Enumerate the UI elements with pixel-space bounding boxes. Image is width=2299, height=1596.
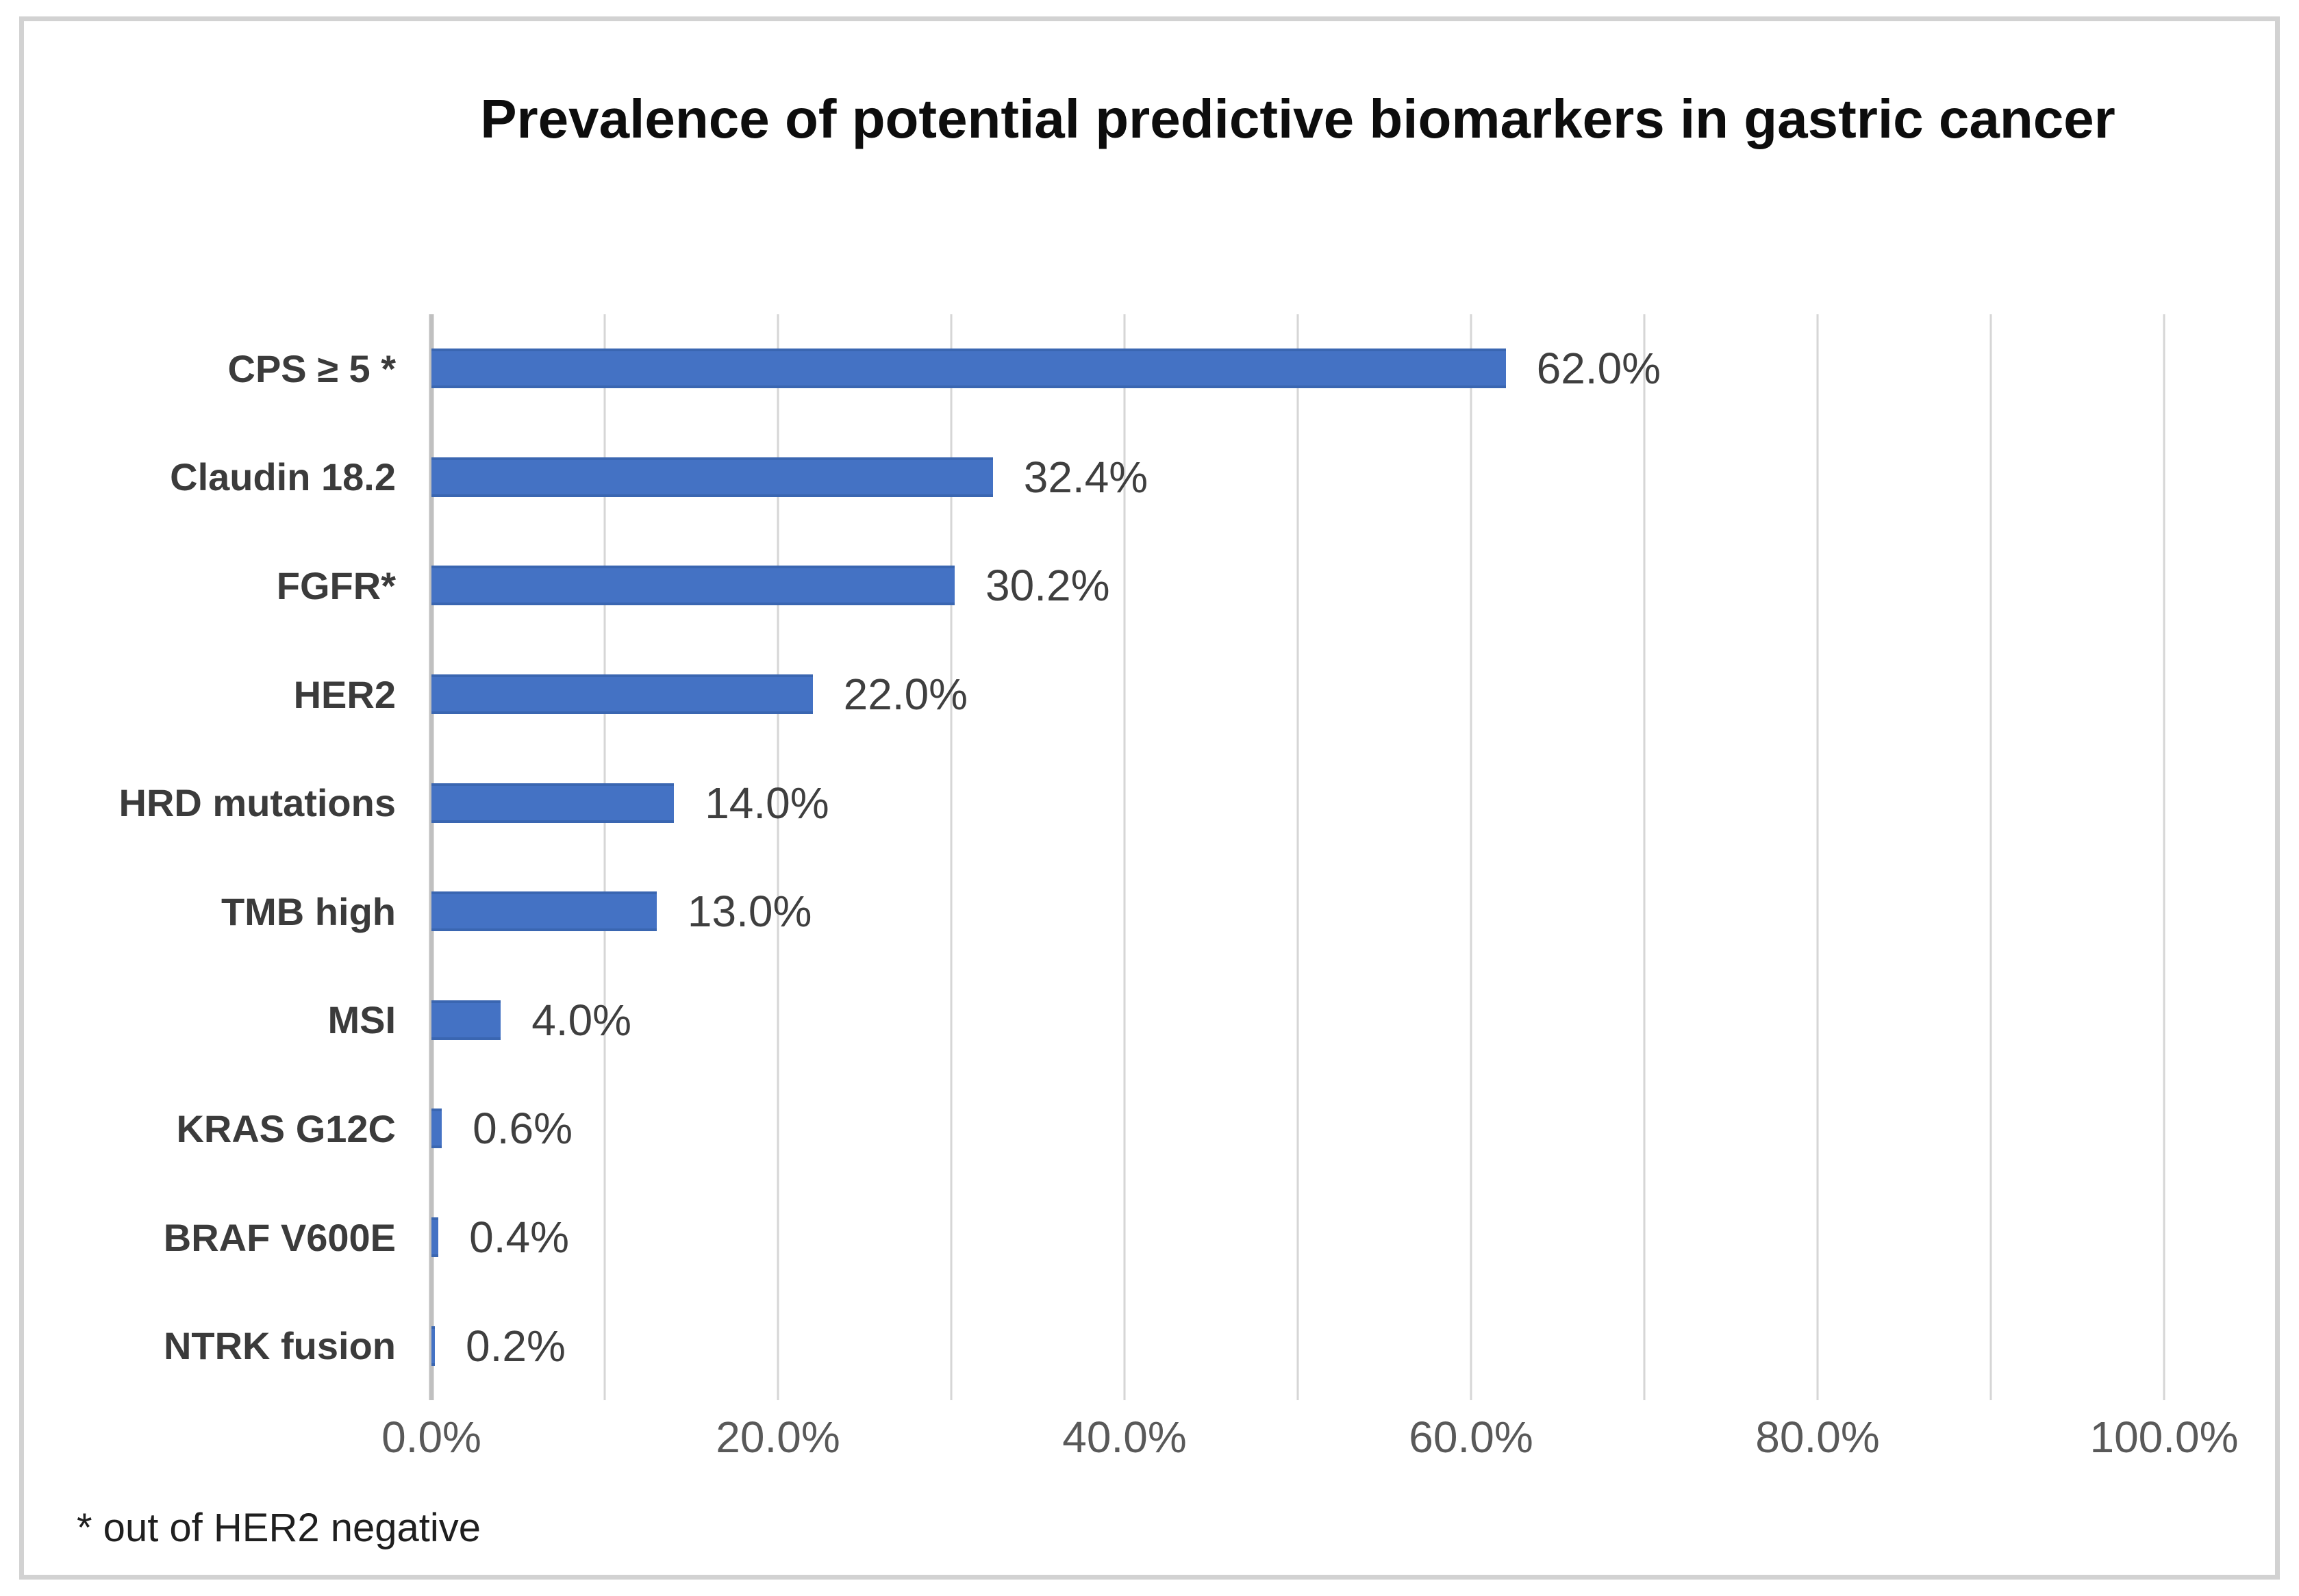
value-label: 30.2% <box>985 561 1110 611</box>
gridline-60pct <box>1470 314 1472 1400</box>
bar <box>431 1109 442 1149</box>
bar-row-braf: BRAF V600E 0.4% <box>0 1183 2299 1292</box>
bar-row-claudin: Claudin 18.2 32.4% <box>0 423 2299 532</box>
bar-row-msi: MSI 4.0% <box>0 966 2299 1075</box>
category-label: NTRK fusion <box>163 1324 396 1368</box>
bar-track: 4.0% <box>431 995 2164 1046</box>
category-label: HER2 <box>293 672 396 716</box>
gridline-layer <box>429 314 2165 1400</box>
category-label: Claudin 18.2 <box>170 455 396 499</box>
category-label: FGFR* <box>276 563 396 607</box>
bar <box>431 891 657 932</box>
value-label: 0.6% <box>473 1104 573 1154</box>
bar <box>431 457 993 497</box>
bar <box>431 1000 501 1040</box>
category-label: MSI <box>327 998 396 1042</box>
gridline-100pct <box>2163 314 2165 1400</box>
category-label: KRAS G12C <box>176 1106 396 1150</box>
x-tick-40: 40.0% <box>1062 1413 1187 1462</box>
value-label: 4.0% <box>531 995 632 1045</box>
value-label: 22.0% <box>843 670 968 720</box>
x-tick-20: 20.0% <box>716 1413 840 1462</box>
gridline-10pct <box>603 314 606 1400</box>
bar-track: 0.4% <box>431 1212 2164 1263</box>
value-label: 32.4% <box>1023 452 1148 502</box>
footnote: * out of HER2 negative <box>77 1506 481 1550</box>
gridline-90pct <box>1989 314 1992 1400</box>
value-label: 62.0% <box>1536 344 1661 394</box>
gridline-0pct <box>429 314 434 1400</box>
gridline-80pct <box>1816 314 1819 1400</box>
gridline-40pct <box>1123 314 1126 1400</box>
bar <box>431 783 675 823</box>
bar-row-fgfr: FGFR* 30.2% <box>0 531 2299 640</box>
value-label: 13.0% <box>687 887 812 937</box>
value-label: 0.4% <box>469 1213 569 1263</box>
chart-frame-border <box>19 16 2280 1580</box>
gridline-50pct <box>1296 314 1299 1400</box>
bar-row-kras: KRAS G12C 0.6% <box>0 1074 2299 1183</box>
bar-row-cps: CPS ≥ 5 * 62.0% <box>0 314 2299 423</box>
bar-track: 32.4% <box>431 452 2164 503</box>
gridline-20pct <box>777 314 779 1400</box>
value-label: 0.2% <box>466 1321 566 1371</box>
bar <box>431 1217 439 1258</box>
bar-track: 14.0% <box>431 778 2164 828</box>
category-label: CPS ≥ 5 * <box>227 346 397 390</box>
bar-row-tmb: TMB high 13.0% <box>0 857 2299 966</box>
category-label: HRD mutations <box>118 781 396 825</box>
bar-track: 0.2% <box>431 1321 2164 1371</box>
category-label: TMB high <box>221 889 396 933</box>
bar-track: 30.2% <box>431 560 2164 611</box>
bar-track: 62.0% <box>431 343 2164 394</box>
bar-track: 0.6% <box>431 1103 2164 1154</box>
bar <box>431 566 955 606</box>
bar-track: 13.0% <box>431 886 2164 937</box>
bar-row-hrd: HRD mutations 14.0% <box>0 748 2299 857</box>
category-label: BRAF V600E <box>163 1215 396 1259</box>
value-label: 14.0% <box>705 778 829 828</box>
bar-row-her2: HER2 22.0% <box>0 640 2299 749</box>
gridline-30pct <box>950 314 953 1400</box>
x-tick-100: 100.0% <box>2089 1413 2239 1462</box>
x-axis: 0.0% 20.0% 40.0% 60.0% 80.0% 100.0% <box>381 1412 2238 1473</box>
bar <box>431 674 813 715</box>
bar-row-ntrk: NTRK fusion 0.2% <box>0 1291 2299 1400</box>
gridline-70pct <box>1643 314 1646 1400</box>
bar <box>431 349 1506 389</box>
plot-area: CPS ≥ 5 * 62.0% Claudin 18.2 32.4% FGFR*… <box>0 314 2299 1400</box>
x-tick-80: 80.0% <box>1755 1413 1880 1462</box>
chart-title: Prevalence of potential predictive bioma… <box>480 88 2115 149</box>
bar-track: 22.0% <box>431 669 2164 720</box>
x-tick-0: 0.0% <box>381 1413 481 1462</box>
bar <box>431 1326 436 1366</box>
x-tick-60: 60.0% <box>1409 1413 1533 1462</box>
